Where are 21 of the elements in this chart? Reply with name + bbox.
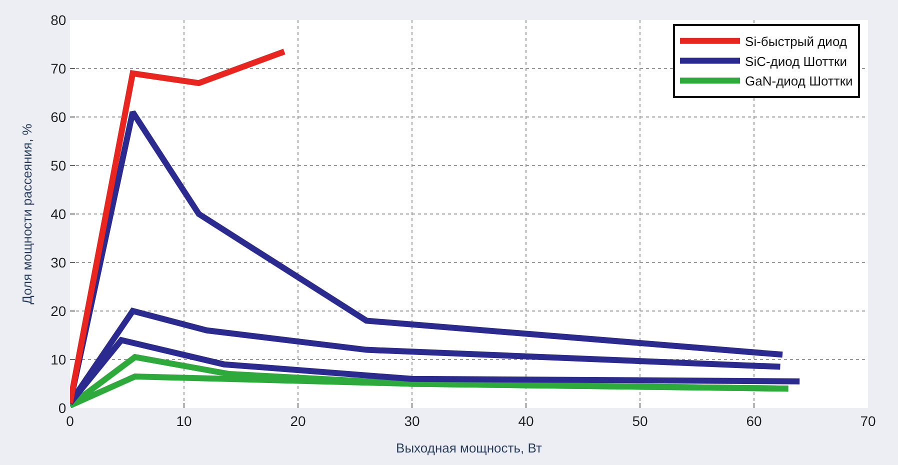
y-tick-label: 20 (50, 302, 66, 319)
x-axis-title: Выходная мощность, Вт (396, 440, 542, 456)
legend-label: SiC-диод Шоттки (745, 54, 848, 69)
y-axis-title: Доля мощности рассеяния, % (20, 123, 35, 304)
y-tick-label: 60 (50, 108, 66, 125)
x-tick-label: 60 (746, 412, 762, 429)
x-tick-label: 50 (632, 412, 648, 429)
legend-label: GaN-диод Шоттки (745, 74, 853, 89)
y-tick-label: 0 (58, 400, 66, 416)
y-tick-label: 30 (50, 254, 66, 270)
x-tick-label: 30 (404, 412, 420, 429)
x-tick-label: 70 (860, 412, 876, 429)
y-tick-label: 80 (50, 12, 66, 28)
x-tick-label: 40 (518, 412, 534, 429)
y-tick-label: 70 (50, 60, 66, 76)
x-tick-label: 10 (176, 412, 192, 429)
legend-label: Si-быстрый диод (745, 34, 848, 49)
y-tick-label: 40 (50, 206, 66, 222)
x-tick-label: 20 (290, 412, 306, 429)
y-tick-label: 50 (50, 157, 66, 174)
y-tick-label: 10 (50, 351, 66, 368)
